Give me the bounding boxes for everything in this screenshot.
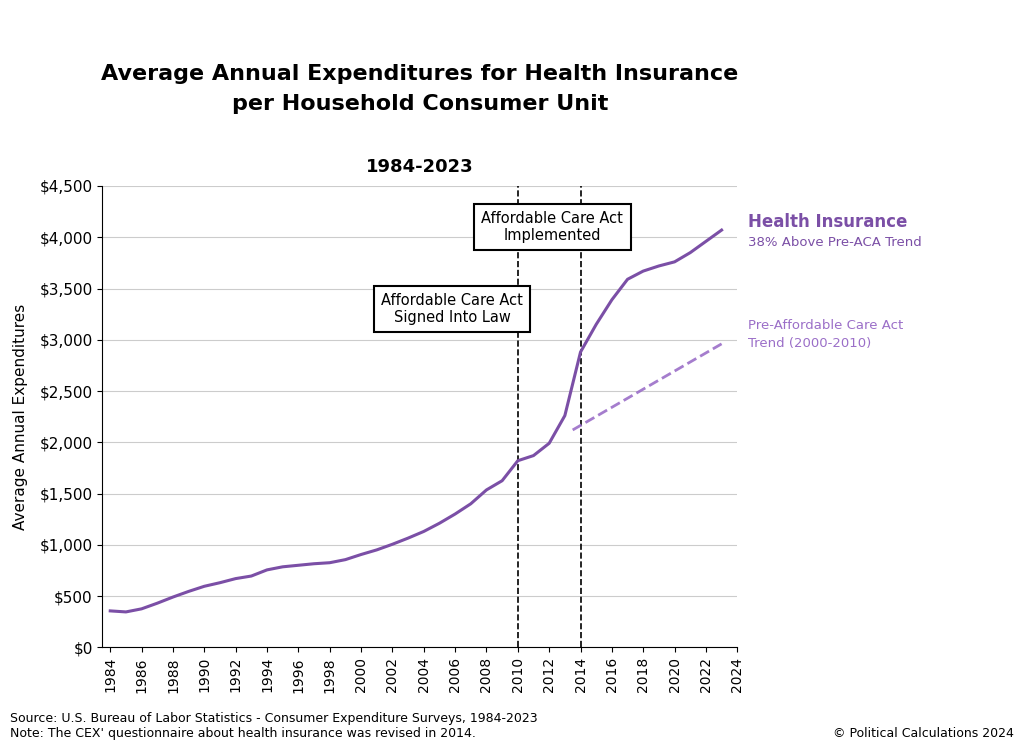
Text: Average Annual Expenditures for Health Insurance: Average Annual Expenditures for Health I…	[101, 65, 738, 84]
Text: per Household Consumer Unit: per Household Consumer Unit	[231, 94, 608, 114]
Text: Affordable Care Act
Signed Into Law: Affordable Care Act Signed Into Law	[381, 293, 523, 325]
Text: 38% Above Pre-ACA Trend: 38% Above Pre-ACA Trend	[748, 236, 922, 249]
Text: Pre-Affordable Care Act
Trend (2000-2010): Pre-Affordable Care Act Trend (2000-2010…	[748, 319, 903, 350]
Title: 1984-2023: 1984-2023	[366, 158, 474, 176]
Text: Health Insurance: Health Insurance	[748, 213, 907, 231]
Text: © Political Calculations 2024: © Political Calculations 2024	[833, 728, 1014, 740]
Text: Affordable Care Act
Implemented: Affordable Care Act Implemented	[481, 211, 624, 243]
Y-axis label: Average Annual Expenditures: Average Annual Expenditures	[13, 304, 29, 530]
Text: Source: U.S. Bureau of Labor Statistics - Consumer Expenditure Surveys, 1984-202: Source: U.S. Bureau of Labor Statistics …	[10, 712, 538, 740]
